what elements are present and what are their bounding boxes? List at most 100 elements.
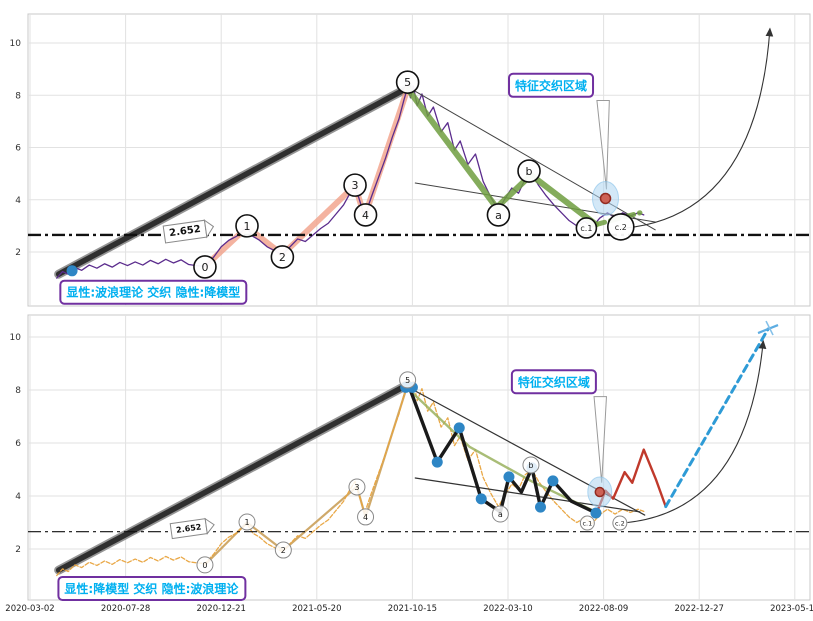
x-tick-label: 2021-10-15 — [388, 604, 437, 614]
level-callout-tip — [203, 219, 215, 239]
level-callout: 2.652 — [162, 219, 215, 244]
wave-label: a — [498, 510, 503, 519]
wave-label: c.1 — [580, 224, 592, 233]
mid-trend-series — [408, 388, 598, 514]
focus-point — [594, 486, 606, 498]
wave-marker-2 — [270, 245, 295, 269]
mode-label: 显性:波浪理论 交织 隐性:降模型 — [66, 285, 240, 300]
mode-label-box — [59, 279, 248, 305]
level-callout-tip — [204, 517, 215, 535]
level-callout-label: 2.652 — [169, 224, 202, 239]
node-dot — [453, 422, 465, 434]
mode-label-box — [57, 575, 247, 601]
trend-line-series — [55, 84, 412, 277]
forecast-end-marker — [765, 320, 774, 336]
wave-marker-c.1 — [579, 515, 595, 531]
wave-marker-0 — [196, 556, 214, 574]
wave-label: c.1 — [582, 519, 592, 527]
node-dot — [535, 501, 547, 513]
y-tick-label: 6 — [15, 144, 21, 154]
wave-marker-c.1 — [575, 217, 598, 239]
wave-marker-1 — [238, 513, 256, 531]
level-callout: 2.652 — [169, 517, 215, 540]
region-label: 特征交织区域 — [515, 78, 587, 93]
wave-label: a — [495, 209, 502, 222]
node-dot — [475, 493, 487, 505]
y-tick-label: 2 — [15, 545, 21, 555]
x-tick-label: 2020-03-02 — [5, 604, 54, 614]
wave-label: b — [528, 461, 533, 470]
level-callout-label: 2.652 — [176, 522, 202, 534]
abc-decline-series — [405, 87, 599, 228]
wave-label: 1 — [244, 518, 249, 527]
y-tick-label: 8 — [15, 386, 21, 396]
wave-label: 5 — [405, 376, 410, 385]
y-tick-label: 10 — [10, 333, 22, 343]
y-tick-label: 10 — [10, 39, 22, 49]
x-tick-label: 2020-07-28 — [101, 604, 150, 614]
wave-label: 2 — [279, 251, 286, 264]
plot-border — [27, 314, 811, 601]
mode-label: 显性:降模型 交织 隐性:波浪理论 — [64, 581, 239, 596]
wave-label: 0 — [202, 561, 207, 570]
x-tick-label: 2020-12-21 — [196, 604, 245, 614]
wave-label: 4 — [362, 209, 369, 222]
wave-marker-a — [486, 203, 511, 227]
wave-label: 2 — [281, 546, 286, 555]
x-tick-label: 2022-08-09 — [579, 604, 628, 614]
region-label-box — [508, 72, 595, 98]
wave-label: b — [526, 165, 533, 178]
wave-marker-0 — [193, 255, 217, 279]
wave-label: 3 — [352, 179, 359, 192]
wave-marker-c.2 — [607, 213, 635, 241]
wave-label: 4 — [363, 513, 368, 522]
region-label: 特征交织区域 — [518, 374, 590, 389]
y-tick-label: 4 — [15, 492, 21, 502]
projection-arrow — [627, 339, 767, 524]
pointer-funnel — [596, 99, 610, 190]
forecast-rise-series — [664, 327, 770, 509]
x-tick-label: 2022-03-10 — [483, 604, 532, 614]
y-tick-label: 8 — [15, 91, 21, 101]
wave-label: 0 — [201, 261, 208, 274]
wave-marker-3 — [348, 478, 366, 496]
price-series — [56, 380, 645, 577]
wave-label: 5 — [404, 76, 411, 89]
forecast-end-marker — [757, 324, 779, 335]
wave-marker-5 — [395, 70, 420, 94]
node-dot — [547, 475, 559, 487]
wave-marker-3 — [343, 173, 367, 197]
wave-marker-b — [522, 456, 540, 474]
y-tick-label: 2 — [15, 248, 21, 258]
wave-marker-4 — [353, 203, 378, 227]
x-tick-label: 2023-05-16 — [770, 604, 813, 614]
wave-marker-c.2 — [612, 515, 628, 531]
wave-marker-1 — [235, 214, 259, 238]
region-label-box — [510, 369, 597, 395]
node-dot — [431, 456, 443, 468]
y-tick-label: 4 — [15, 196, 21, 206]
node-dot — [66, 265, 78, 277]
wave-marker-5 — [399, 371, 417, 389]
y-tick-label: 6 — [15, 439, 21, 449]
wave-label: 1 — [244, 220, 251, 233]
plot-border — [27, 13, 811, 307]
wave-marker-b — [517, 159, 541, 183]
wave-label: c.2 — [615, 519, 625, 527]
projection-arrow — [620, 27, 774, 230]
pointer-funnel — [593, 396, 607, 483]
x-tick-label: 2022-12-27 — [674, 604, 723, 614]
wave-marker-4 — [357, 508, 375, 526]
wave-label: c.2 — [615, 223, 627, 232]
focus-point — [599, 192, 612, 205]
node-dot — [503, 471, 515, 483]
x-tick-label: 2021-05-20 — [292, 604, 341, 614]
trend-line-series — [55, 381, 411, 573]
node-dot — [590, 507, 602, 519]
wave-marker-2 — [274, 541, 292, 559]
wave-label: 3 — [354, 483, 359, 492]
